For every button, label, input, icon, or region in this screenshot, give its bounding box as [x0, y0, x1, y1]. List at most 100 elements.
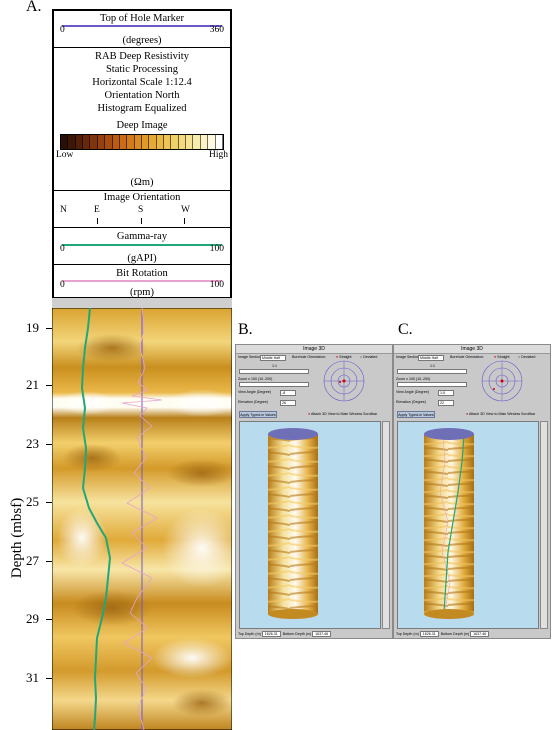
zoom-slider-2-c[interactable] [397, 382, 467, 387]
orientation-s: S [138, 205, 144, 215]
color-scale-step [119, 135, 128, 149]
panel-b-letter: B. [238, 321, 253, 338]
color-scale-step [134, 135, 142, 149]
depth-tick-27: 27 [26, 553, 39, 568]
viewport-scrollbar-c[interactable] [540, 421, 548, 629]
bit-rotation-scale-line [62, 280, 222, 282]
color-scale-step [193, 135, 201, 149]
info-line-2: Static Processing [105, 64, 179, 75]
top-of-hole-unit: (degrees) [122, 35, 162, 46]
apply-button-b[interactable]: Apply Typed-in Values [239, 411, 277, 418]
bottom-depth-label-b: Bottom Depth (m) [282, 632, 312, 636]
depth-tick-21: 21 [26, 377, 39, 392]
color-scale-step [164, 135, 172, 149]
resistivity-image-svg [52, 308, 232, 730]
image-info-section: RAB Deep Resistivity Static Processing H… [54, 48, 230, 191]
compass-dial-icon[interactable] [480, 359, 524, 403]
radio-deviated-b[interactable]: ○ Deviated [360, 354, 377, 360]
top-depth-input-b[interactable]: 1626.31 [261, 631, 281, 637]
elevation-input-c[interactable]: 22 [438, 400, 454, 406]
deep-image-low: Low [56, 150, 74, 160]
slider-value-c: 1:1 [430, 364, 435, 368]
depth-tickmark-25 [46, 502, 52, 503]
check-dot-icon: ● [308, 412, 311, 416]
radio-deviated-label-b: Deviated [363, 355, 378, 359]
image-section-select-b[interactable]: Middle Half [260, 355, 286, 361]
info-line-1: RAB Deep Resistivity [95, 51, 189, 62]
depth-tickmark-19 [46, 328, 52, 329]
deep-image-unit: (Ωm) [130, 177, 154, 188]
depth-tick-31: 31 [26, 670, 39, 685]
info-line-5: Histogram Equalized [97, 103, 187, 114]
compass-dial-icon[interactable] [322, 359, 366, 403]
radio-deviated-c[interactable]: ○ Deviated [518, 354, 535, 360]
elevation-label-b: Elevation (Degree) [238, 400, 268, 404]
gamma-scale-line [62, 244, 222, 246]
3d-viewport-b[interactable] [239, 421, 381, 629]
image-section-select-c[interactable]: Middle Half [418, 355, 444, 361]
orientation-section: Image Orientation N E S W [54, 191, 230, 228]
elevation-input-b[interactable]: 26 [280, 400, 296, 406]
attach-toggle-b[interactable]: ● Attach 3D View to Main Window Scrollba… [308, 411, 377, 417]
gamma-unit: (gAPI) [127, 253, 157, 264]
color-scale-step [156, 135, 165, 149]
radio-deviated-label-c: Deviated [521, 355, 536, 359]
color-scale-step [83, 135, 91, 149]
panel-a-letter: A. [26, 0, 42, 15]
color-scale-step [112, 135, 120, 149]
orientation-label-c: Borehole Orientation: [450, 355, 484, 359]
viewport-scrollbar-b[interactable] [382, 421, 390, 629]
apply-button-c[interactable]: Apply Typed-in Values [397, 411, 435, 418]
zoom-label-b: Zoom x 100 (10..200) [238, 377, 273, 381]
zoom-slider-c[interactable] [397, 369, 467, 374]
top-of-hole-max: 360 [209, 25, 224, 35]
depth-tick-29: 29 [26, 611, 39, 626]
gamma-section: Gamma-ray 0 100 (gAPI) [54, 228, 230, 265]
attach-label-c: Attach 3D View to Main Window Scrollbar [468, 412, 536, 416]
bottom-depth-input-c[interactable]: 1637.46 [470, 631, 490, 637]
top-of-hole-section: Top of Hole Marker 0 360 (degrees) [54, 11, 230, 48]
top-depth-label-b: Top Depth (m) [238, 632, 261, 636]
depth-tickmark-27 [46, 561, 52, 562]
gamma-max: 100 [209, 244, 224, 254]
depth-tick-23: 23 [26, 436, 39, 451]
window-title-b: Image 3D [236, 345, 392, 354]
view-angle-input-b[interactable]: -8 [280, 390, 296, 396]
bit-rotation-title: Bit Rotation [116, 268, 168, 279]
color-scale-step [149, 135, 157, 149]
top-of-hole-min: 0 [60, 25, 65, 35]
zoom-slider-b[interactable] [239, 369, 309, 374]
orientation-w: W [181, 205, 190, 215]
borehole-cylinder-c [424, 428, 474, 619]
radio-straight-c[interactable]: ● Straight [494, 354, 510, 360]
orientation-tick-w [184, 218, 185, 224]
color-scale-step [68, 135, 76, 149]
log-separator-band [52, 298, 232, 308]
panel-c-letter: C. [398, 321, 413, 338]
bit-rotation-unit: (rpm) [130, 287, 154, 298]
bit-rotation-trace [121, 308, 163, 730]
gamma-min: 0 [60, 244, 65, 254]
window-title-c: Image 3D [394, 345, 550, 354]
top-depth-input-c[interactable]: 1626.31 [419, 631, 439, 637]
info-line-4: Orientation North [104, 90, 180, 101]
resistivity-image-log [52, 308, 232, 730]
attach-toggle-c[interactable]: ● Attach 3D View to Main Window Scrollba… [466, 411, 535, 417]
color-scale-step [97, 135, 106, 149]
top-of-hole-scale-line [62, 25, 222, 27]
zoom-slider-2-b[interactable] [239, 382, 309, 387]
orientation-n: N [60, 205, 67, 215]
top-depth-label-c: Top Depth (m) [396, 632, 419, 636]
3d-viewport-c[interactable] [397, 421, 539, 629]
depth-tickmark-31 [46, 678, 52, 679]
depth-row-c: Top Depth (m) 1626.31 Bottom Depth (m) 1… [396, 631, 490, 637]
orientation-e: E [94, 205, 100, 215]
image3d-window-c: Image 3D Image Section: Middle Half Bore… [393, 344, 551, 639]
bottom-depth-input-b[interactable]: 1637.46 [312, 631, 332, 637]
radio-straight-b[interactable]: ● Straight [336, 354, 352, 360]
view-angle-input-c[interactable]: 1:5 [438, 390, 454, 396]
bottom-depth-label-c: Bottom Depth (m) [440, 632, 470, 636]
attach-label-b: Attach 3D View to Main Window Scrollbar [310, 412, 378, 416]
color-scale-step [215, 135, 223, 149]
